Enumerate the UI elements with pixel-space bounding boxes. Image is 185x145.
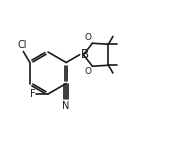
- Text: F: F: [30, 89, 35, 99]
- Text: O: O: [85, 67, 92, 76]
- Text: Cl: Cl: [18, 40, 27, 50]
- Text: B: B: [81, 48, 89, 61]
- Text: O: O: [85, 33, 92, 42]
- Text: N: N: [63, 101, 70, 111]
